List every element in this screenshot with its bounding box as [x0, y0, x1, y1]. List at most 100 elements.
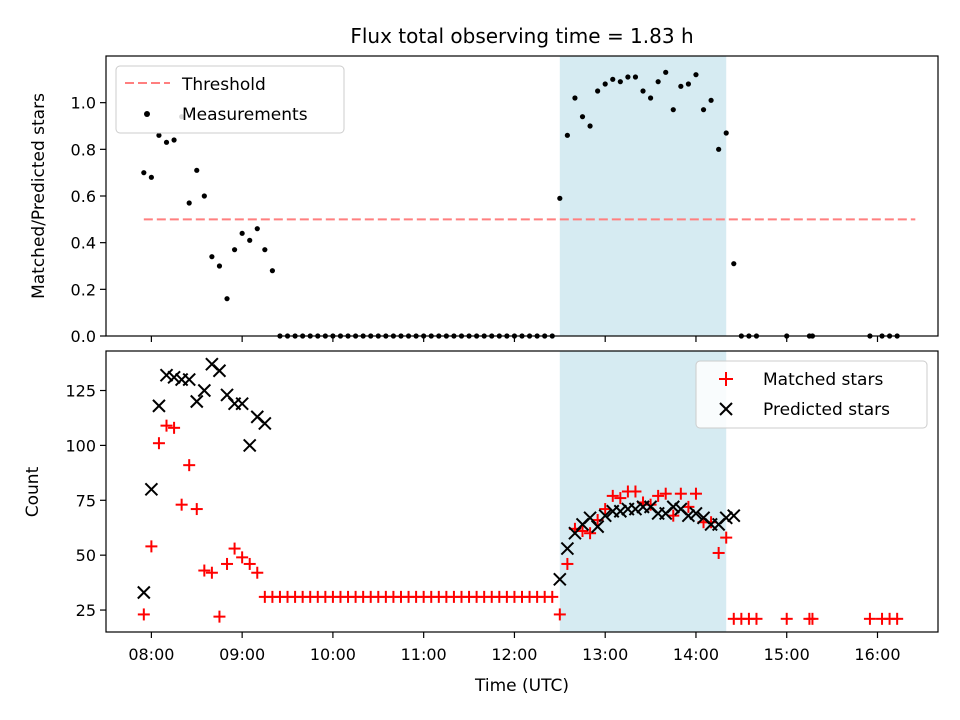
measurement-point	[716, 146, 722, 152]
x-tick-label: 10:00	[310, 645, 356, 664]
matched-star-point	[190, 503, 203, 516]
top-y-tick-label: 0.6	[71, 187, 96, 206]
measurement-point	[148, 174, 154, 180]
measurement-point	[700, 107, 707, 113]
top-y-axis-label: Matched/Predicted stars	[29, 93, 49, 299]
x-tick-label: 09:00	[219, 645, 265, 664]
predicted-star-point	[235, 396, 249, 411]
measurement-point	[617, 79, 623, 85]
bottom-legend-box	[695, 360, 928, 429]
measurement-point	[262, 247, 268, 253]
matched-star-point	[561, 557, 574, 570]
legend-matched-label: Matched stars	[763, 370, 883, 390]
top-y-tick-label: 0.2	[71, 280, 96, 299]
matched-star-point	[160, 419, 173, 432]
matched-star-point	[183, 459, 196, 472]
predicted-star-point	[137, 585, 151, 600]
predicted-star-point	[681, 508, 696, 523]
x-tick-label: 16:00	[854, 645, 900, 664]
top-y-axis-ticks: 0.0 0.2 0.4 0.6 0.8 1.0	[71, 94, 106, 346]
matched-star-point	[175, 498, 188, 511]
measurement-point	[587, 123, 593, 129]
matched-star-point	[243, 557, 256, 570]
measurement-point	[186, 200, 192, 206]
legend-predicted-label: Predicted stars	[763, 400, 890, 420]
x-tick-label: 12:00	[491, 645, 537, 664]
measurement-point	[564, 132, 570, 138]
x-tick-label: 14:00	[673, 645, 719, 664]
measurement-point	[663, 69, 669, 75]
predicted-stars-series	[137, 357, 741, 600]
measurement-point	[579, 114, 586, 120]
top-x-axis-ticks	[150, 336, 879, 342]
matched-star-point	[221, 557, 234, 570]
predicted-star-point	[560, 541, 575, 556]
predicted-star-point	[190, 394, 204, 409]
measurement-point	[693, 72, 699, 78]
measurement-point	[269, 268, 275, 274]
bottom-y-axis-ticks: 25 50 75 100 125	[65, 382, 106, 620]
matched-star-point	[614, 492, 627, 505]
legend-measurements-label: Measurements	[182, 105, 308, 125]
measurement-point	[595, 88, 601, 94]
measurement-point	[209, 254, 215, 260]
top-panel: Flux total observing time = 1.83 h 0.00.…	[29, 24, 939, 346]
measurement-point	[572, 95, 578, 101]
predicted-star-point	[159, 368, 174, 382]
predicted-star-point	[613, 504, 628, 518]
measurement-point	[141, 170, 147, 176]
predicted-star-point	[243, 438, 257, 453]
predicted-star-point	[182, 372, 196, 387]
matched-star-point	[606, 489, 619, 502]
matched-star-point	[137, 608, 150, 621]
bottom-y-tick-label: 75	[76, 491, 96, 510]
matched-star-point	[228, 542, 241, 555]
predicted-star-point	[212, 364, 227, 378]
matched-star-point	[863, 612, 876, 625]
matched-star-point	[198, 564, 211, 577]
matched-stars-series	[137, 419, 904, 625]
bottom-y-tick-label: 100	[65, 436, 96, 455]
legend-predicted-swatch	[719, 402, 733, 416]
measurement-point	[685, 81, 692, 87]
matched-star-point	[168, 421, 181, 434]
bottom-y-tick-label: 25	[76, 601, 96, 620]
x-tick-label: 08:00	[128, 645, 174, 664]
bottom-legend: Matched stars Predicted stars	[695, 360, 928, 429]
matched-star-point	[251, 566, 264, 579]
predicted-star-point	[167, 370, 181, 385]
matched-star-point	[629, 485, 642, 498]
measurement-point	[670, 107, 676, 113]
measurement-point	[678, 83, 684, 89]
top-y-tick-label: 0.8	[71, 140, 96, 159]
measurement-point	[171, 137, 177, 143]
matched-star-point	[659, 487, 672, 500]
measurement-point	[610, 76, 616, 82]
measurement-point	[723, 130, 729, 136]
matched-star-point	[780, 612, 793, 625]
measurement-point	[163, 139, 170, 145]
x-tick-label: 15:00	[764, 645, 810, 664]
predicted-star-point	[689, 506, 703, 521]
predicted-star-point	[719, 511, 733, 525]
predicted-star-point	[590, 519, 605, 534]
matched-star-point	[689, 487, 702, 500]
matched-star-point	[674, 487, 687, 500]
x-tick-label: 11:00	[401, 645, 447, 664]
x-axis-label: Time (UTC)	[474, 676, 569, 696]
predicted-star-point	[628, 502, 643, 516]
bottom-panel: 25 50 75 100 125 08:00 09:00 10:00 11:00 12:00 13…	[23, 350, 939, 696]
chart-title: Flux total observing time = 1.83 h	[350, 24, 693, 48]
matched-star-point	[546, 590, 559, 603]
observing-window-shade	[559, 56, 727, 336]
measurement-point	[254, 226, 260, 232]
matched-star-point	[152, 437, 165, 450]
top-y-tick-label: 0.4	[71, 234, 96, 253]
measurement-point	[224, 296, 230, 302]
measurement-point	[731, 261, 737, 267]
measurement-point	[247, 237, 253, 243]
matched-star-point	[750, 612, 763, 625]
matched-star-point	[205, 566, 218, 579]
measurement-point	[708, 97, 714, 103]
